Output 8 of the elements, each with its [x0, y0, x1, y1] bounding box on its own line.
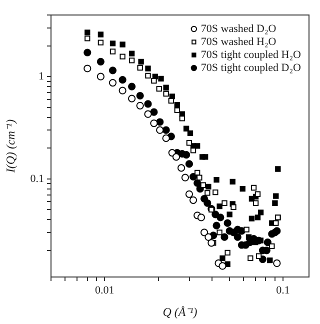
- legend-label: 70S washed H₂O: [200, 36, 276, 48]
- legend-label: 70S tight coupled D₂O: [200, 62, 302, 74]
- legend-label: 70S tight coupled H₂O: [200, 48, 302, 61]
- y-axis-title: I(Q) (cm⁻¹): [3, 119, 18, 174]
- legend-label: 70S washed D₂O: [200, 22, 276, 35]
- x-tick-label: 0.01: [95, 284, 114, 296]
- y-tick-label: 1: [38, 70, 44, 82]
- x-axis-title: Q (Å⁻¹): [162, 304, 198, 319]
